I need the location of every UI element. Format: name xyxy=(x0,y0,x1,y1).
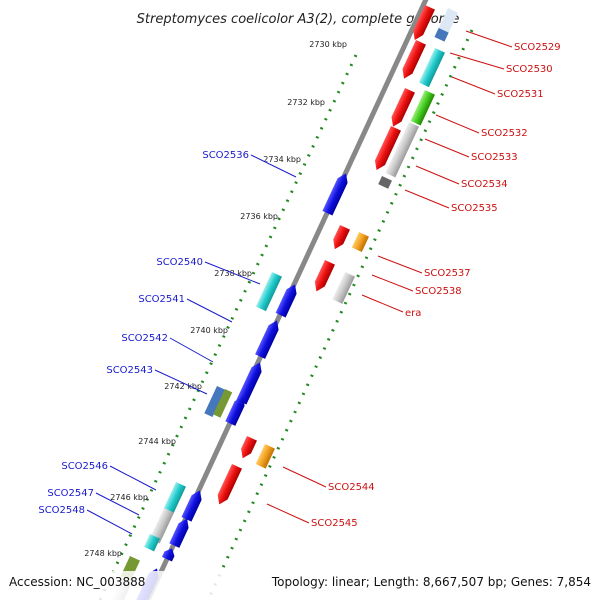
leader-sco2547 xyxy=(95,492,140,516)
tick-label-2746: 2746 kbp xyxy=(110,493,148,502)
leader-sco2530 xyxy=(449,52,505,70)
tick-label-2730: 2730 kbp xyxy=(309,40,347,49)
gene-sco2546-forward[interactable] xyxy=(181,488,204,522)
tick-label-2734: 2734 kbp xyxy=(263,155,301,164)
tick-label-2744: 2744 kbp xyxy=(138,437,176,446)
gene-era[interactable] xyxy=(332,272,355,304)
leader-sco2538 xyxy=(371,274,414,292)
gene-sco2545[interactable] xyxy=(214,464,242,507)
gene-label-sco2543[interactable]: SCO2543 xyxy=(106,365,153,376)
gene-label-sco2542[interactable]: SCO2542 xyxy=(121,333,168,344)
genome-summary-text: Topology: linear; Length: 8,667,507 bp; … xyxy=(271,575,591,589)
gene-label-sco2540[interactable]: SCO2540 xyxy=(156,257,203,268)
leader-sco2535 xyxy=(404,189,450,209)
right-gene-track xyxy=(206,29,474,600)
gene-label-sco2531[interactable]: SCO2531 xyxy=(497,89,544,100)
gene-sco2530[interactable] xyxy=(399,40,426,81)
gene-label-era[interactable]: era xyxy=(405,308,421,319)
gene-sco2533[interactable] xyxy=(372,126,401,172)
gene-sco2547[interactable] xyxy=(149,508,174,544)
gene-sco2536[interactable] xyxy=(322,171,351,216)
tick-label-2740: 2740 kbp xyxy=(190,326,228,335)
gene-sco2534[interactable] xyxy=(385,122,419,178)
gene-sco2538[interactable] xyxy=(311,260,335,294)
tick-label-2736: 2736 kbp xyxy=(240,212,278,221)
gene-sco2543[interactable] xyxy=(213,389,233,418)
gene-sco2531[interactable] xyxy=(388,88,415,129)
gene-label-sco2532[interactable]: SCO2532 xyxy=(481,128,528,139)
gene-sco2540-forward[interactable] xyxy=(275,282,300,318)
gene-sco2543-forward[interactable] xyxy=(225,394,248,426)
leader-sco2533 xyxy=(424,138,470,158)
gene-sco2529[interactable] xyxy=(410,5,435,42)
gene-label-sco2546[interactable]: SCO2546 xyxy=(61,461,108,472)
leader-sco2529 xyxy=(465,30,513,48)
leader-sco2542 xyxy=(169,337,214,363)
leader-sco2531 xyxy=(451,76,496,95)
gene-label-sco2535[interactable]: SCO2535 xyxy=(451,203,498,214)
gene-label-sco2537[interactable]: SCO2537 xyxy=(424,268,471,279)
gene-label-sco2541[interactable]: SCO2541 xyxy=(138,294,185,305)
gene-sco2540[interactable] xyxy=(255,272,282,312)
gene-sco2530-cyan[interactable] xyxy=(418,48,445,88)
footer-backdrop xyxy=(0,571,600,600)
leader-sco2537 xyxy=(377,255,423,274)
leader-sco2548 xyxy=(86,509,133,535)
gene-sco2542[interactable] xyxy=(236,360,265,405)
gene-sco2548[interactable] xyxy=(144,534,160,552)
leader-sco2541 xyxy=(186,298,233,323)
leader-sco2532 xyxy=(435,114,480,134)
gene-sco2529-companion[interactable] xyxy=(434,8,458,42)
tick-label-2742: 2742 kbp xyxy=(164,382,202,391)
leader-sco2544 xyxy=(282,466,327,488)
gene-label-sco2530[interactable]: SCO2530 xyxy=(506,64,553,75)
leader-sco2540 xyxy=(204,261,261,285)
gene-label-sco2544[interactable]: SCO2544 xyxy=(328,482,375,493)
gene-sco2548-forward[interactable] xyxy=(161,546,177,562)
leader-sco2534 xyxy=(415,165,460,185)
leader-sco2536 xyxy=(250,154,297,178)
gene-label-sco2533[interactable]: SCO2533 xyxy=(471,152,518,163)
gene-sco2547-forward[interactable] xyxy=(169,516,192,548)
gene-sco2535[interactable] xyxy=(378,176,392,189)
leader-sco2543 xyxy=(154,369,208,395)
gene-sco2546[interactable] xyxy=(163,482,186,514)
left-ruler-track xyxy=(98,54,358,600)
gene-label-sco2545[interactable]: SCO2545 xyxy=(311,518,358,529)
gene-label-sco2534[interactable]: SCO2534 xyxy=(461,179,508,190)
tick-label-2748: 2748 kbp xyxy=(84,549,122,558)
gene-sco2532[interactable] xyxy=(410,90,435,126)
gene-label-sco2538[interactable]: SCO2538 xyxy=(415,286,462,297)
map-title: Streptomyces coelicolor A3(2), complete … xyxy=(137,12,460,27)
gene-label-sco2547[interactable]: SCO2547 xyxy=(47,488,94,499)
accession-text: Accession: NC_003888 xyxy=(9,575,145,589)
gene-label-sco2548[interactable]: SCO2548 xyxy=(38,505,85,516)
gene-sco2543-blue[interactable] xyxy=(204,386,226,417)
gene-sco2537[interactable] xyxy=(330,225,350,251)
gene-sco2541[interactable] xyxy=(255,318,282,359)
gene-label-sco2536[interactable]: SCO2536 xyxy=(202,150,249,161)
leader-sco2545 xyxy=(266,503,310,524)
gene-label-sco2529[interactable]: SCO2529 xyxy=(514,42,561,53)
leader-sco2546 xyxy=(109,465,157,491)
leader-era xyxy=(361,294,404,313)
gene-sco2544-orange[interactable] xyxy=(255,444,275,469)
tick-label-2732: 2732 kbp xyxy=(287,98,325,107)
gene-sco2537-orange[interactable] xyxy=(351,232,369,253)
gene-sco2544[interactable] xyxy=(238,436,257,461)
